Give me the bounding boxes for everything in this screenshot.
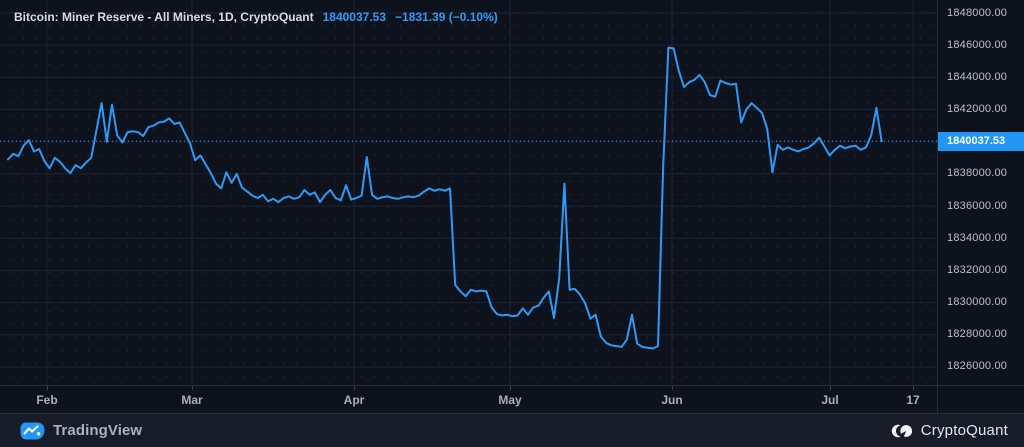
x-axis-tick — [913, 386, 914, 390]
x-axis-tick — [47, 386, 48, 390]
chart-legend: Bitcoin: Miner Reserve - All Miners, 1D,… — [14, 10, 498, 24]
x-axis-label: 17 — [906, 393, 920, 407]
x-axis-label: Jul — [821, 393, 839, 407]
y-axis-label: 1836000.00 — [947, 199, 1008, 212]
y-axis-label: 1844000.00 — [947, 70, 1008, 83]
footer-bar: TradingView CryptoQuant — [0, 413, 1024, 447]
current-price-text: 1840037.53 — [947, 135, 1006, 148]
x-axis-label: Feb — [36, 393, 58, 407]
x-axis-label: Jun — [661, 393, 683, 407]
x-axis-label: Mar — [181, 393, 203, 407]
x-axis-tick — [354, 386, 355, 390]
y-axis-label: 1828000.00 — [947, 328, 1008, 341]
price-axis[interactable]: 1840037.53 1848000.00 1846000.00 1844000.0… — [937, 0, 1024, 385]
cryptoquant-logo-icon — [891, 424, 912, 438]
time-axis[interactable]: Feb Mar Apr May Jun Jul 17 — [0, 385, 1024, 414]
tradingview-brand[interactable]: TradingView — [20, 422, 142, 440]
chart-svg[interactable] — [0, 0, 937, 385]
x-axis-tick — [830, 386, 831, 390]
price-line-series[interactable] — [7, 46, 883, 350]
x-axis-tick — [672, 386, 673, 390]
y-axis-label: 1838000.00 — [947, 167, 1008, 180]
x-axis-label: Apr — [343, 393, 365, 407]
y-axis-label: 1834000.00 — [947, 231, 1008, 244]
tradingview-logo-icon — [20, 422, 45, 439]
cryptoquant-label: CryptoQuant — [920, 422, 1008, 439]
y-axis-label: 1846000.00 — [947, 38, 1008, 51]
tradingview-label: TradingView — [53, 422, 143, 439]
chart-plot-area[interactable] — [0, 0, 937, 385]
x-axis-tick — [510, 386, 511, 390]
current-price-badge: 1840037.53 — [938, 131, 1024, 151]
x-axis-tick — [192, 386, 193, 390]
y-axis-label: 1848000.00 — [947, 6, 1008, 19]
last-value: 1840037.53 — [322, 10, 387, 24]
change-value: −1831.39 (−0.10%) — [395, 10, 498, 24]
x-axis-label: May — [498, 393, 522, 407]
cryptoquant-brand[interactable]: CryptoQuant — [891, 422, 1008, 439]
y-axis-label: 1842000.00 — [947, 103, 1008, 116]
y-axis-label: 1830000.00 — [947, 296, 1008, 309]
y-axis-label: 1832000.00 — [947, 263, 1008, 276]
axis-corner-divider — [937, 385, 938, 413]
y-axis-label: 1826000.00 — [947, 360, 1008, 373]
symbol-title[interactable]: Bitcoin: Miner Reserve - All Miners, 1D,… — [14, 10, 314, 24]
